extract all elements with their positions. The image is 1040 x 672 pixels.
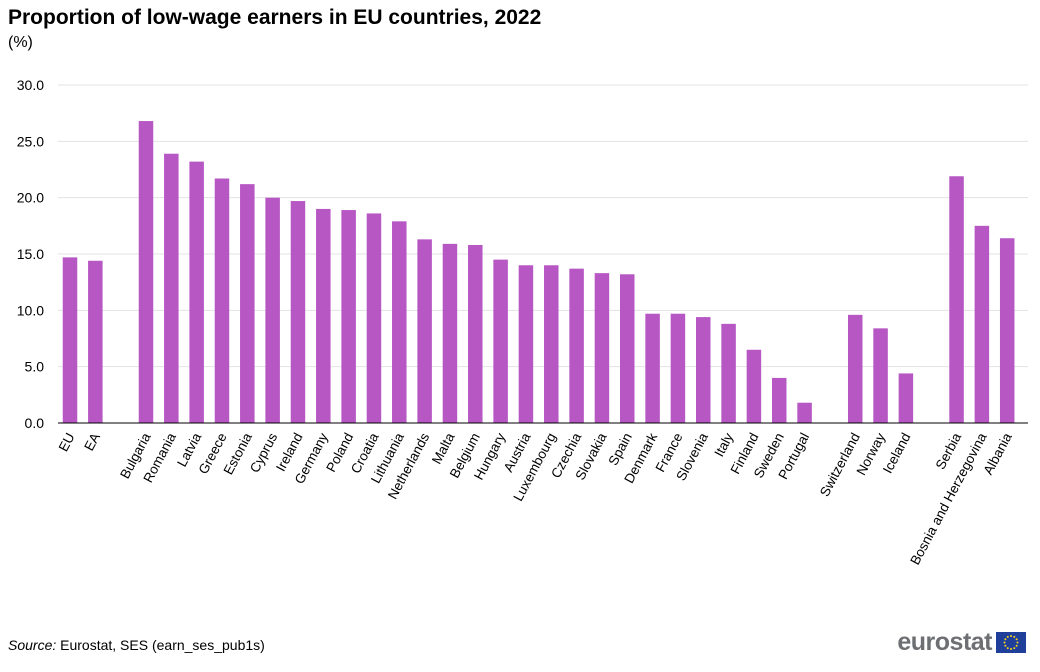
bar (721, 323, 736, 423)
chart-unit: (%) (8, 34, 33, 51)
y-tick-label: 25.0 (17, 133, 44, 149)
bar (88, 260, 103, 423)
bar (392, 221, 407, 423)
bar (873, 328, 888, 423)
bar (847, 314, 863, 423)
source-text: Eurostat, SES (earn_ses_pub1s) (56, 637, 265, 653)
bar (442, 243, 458, 423)
brand-wordmark: eurostat (897, 628, 992, 656)
bar (696, 317, 711, 423)
x-tick-label: EA (81, 430, 103, 453)
bar (999, 238, 1015, 423)
bar (493, 259, 508, 423)
y-tick-label: 10.0 (17, 302, 44, 318)
bar (620, 274, 635, 423)
chart-title: Proportion of low-wage earners in EU cou… (8, 6, 542, 29)
bar (214, 178, 230, 423)
bar (366, 213, 382, 423)
bar (62, 257, 78, 423)
y-tick-label: 5.0 (25, 359, 45, 375)
bar (898, 373, 914, 423)
y-tick-label: 15.0 (17, 246, 44, 262)
bar (797, 402, 812, 423)
bar (974, 225, 990, 423)
bar (544, 265, 559, 423)
bar (949, 176, 964, 423)
eurostat-logo: eurostat (897, 628, 1026, 657)
eu-flag-icon (996, 632, 1026, 653)
bar (771, 377, 787, 423)
bar (670, 313, 686, 423)
x-tick-label: Italy (711, 430, 736, 459)
y-tick-label: 0.0 (25, 415, 45, 431)
source-note: Source: Eurostat, SES (earn_ses_pub1s) (8, 637, 265, 653)
bar (569, 268, 584, 423)
bar-chart: 0.05.010.015.020.025.030.0EU EA BulgariaRo… (17, 77, 1028, 567)
bar (164, 153, 179, 424)
bar (316, 208, 331, 423)
bar (468, 244, 483, 423)
bar (189, 161, 204, 424)
bar (265, 197, 280, 423)
bar (138, 121, 154, 424)
bar (594, 273, 610, 423)
y-tick-label: 20.0 (17, 190, 44, 206)
bar (341, 210, 356, 423)
bar (518, 265, 534, 423)
bar (417, 239, 432, 423)
y-tick-label: 30.0 (17, 77, 44, 93)
bar (645, 313, 660, 423)
source-label: Source: (8, 637, 57, 653)
bar (290, 201, 306, 423)
bar (746, 349, 762, 423)
bar (240, 184, 255, 423)
x-tick-label: EU (56, 430, 78, 454)
